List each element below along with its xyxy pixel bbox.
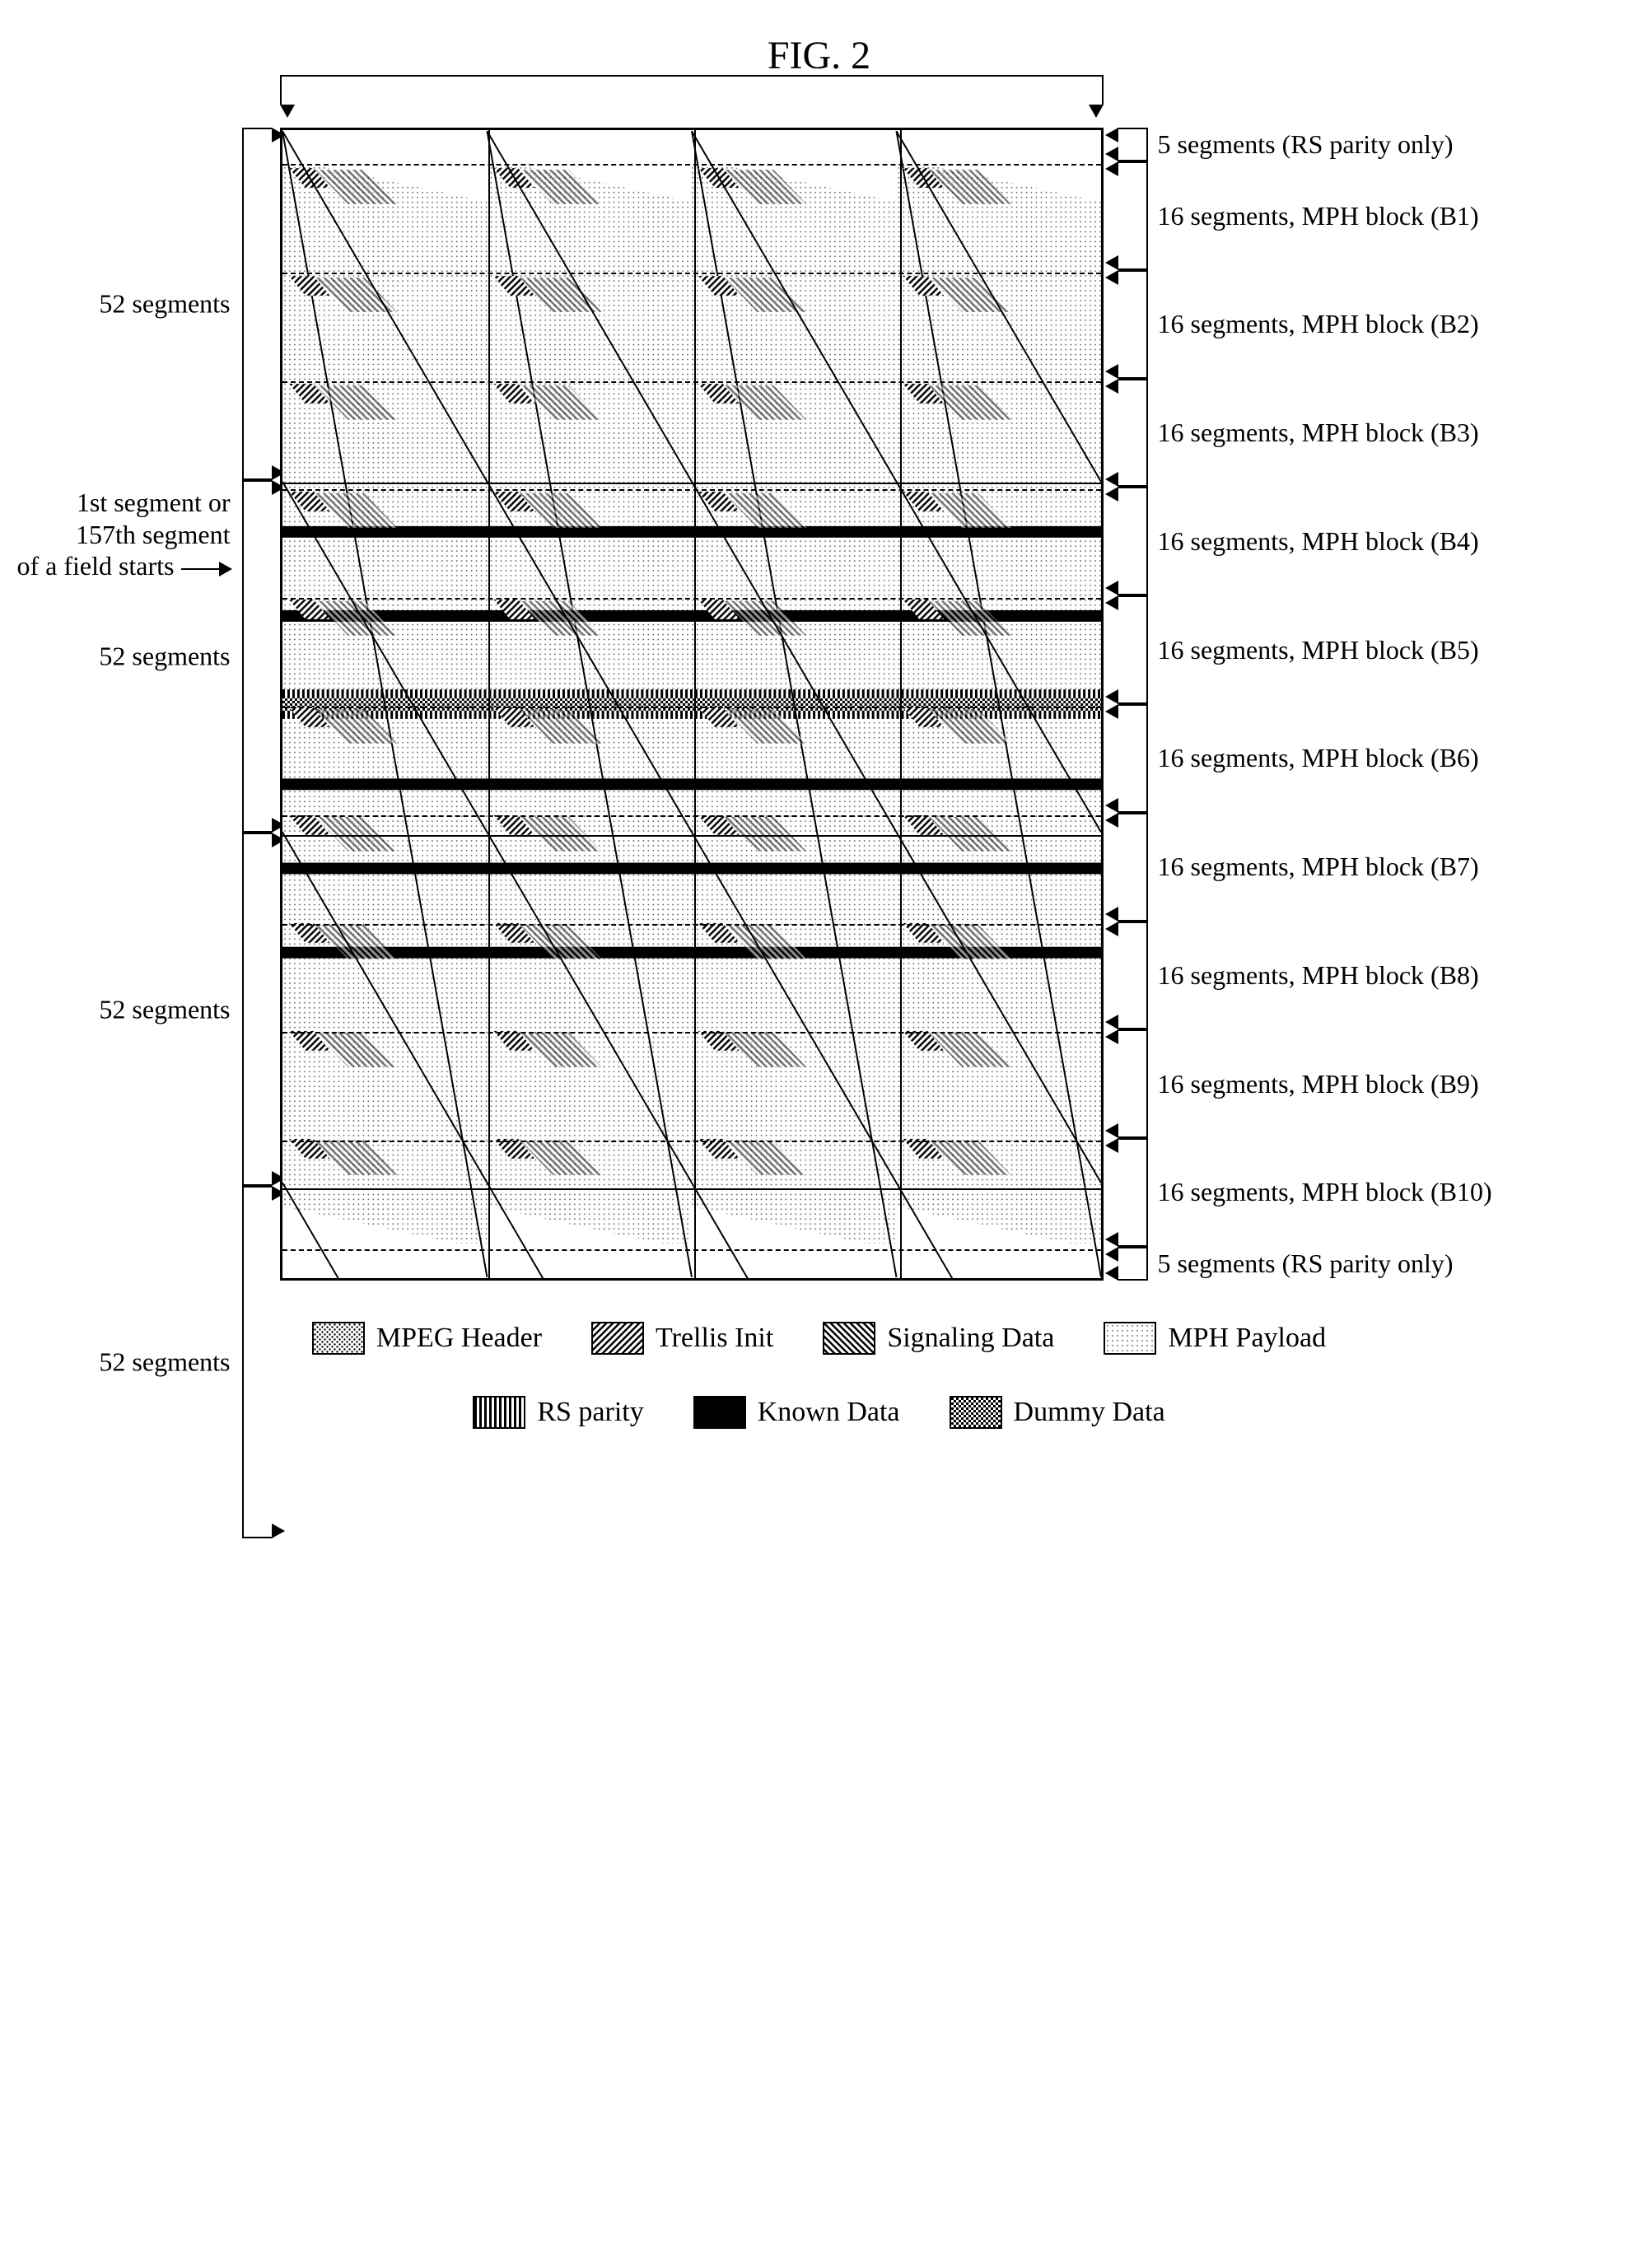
right-labels-column: 5 segments (RS parity only) 16 segments, … bbox=[1112, 128, 1622, 1281]
right-block-B8: 16 segments, MPH block (B8) bbox=[1112, 922, 1622, 1030]
legend-rs-parity: RS parity bbox=[473, 1396, 643, 1429]
right-block-B9-label: 16 segments, MPH block (B9) bbox=[1158, 1069, 1479, 1099]
right-block-B6: 16 segments, MPH block (B6) bbox=[1112, 704, 1622, 813]
right-rs-top: 5 segments (RS parity only) bbox=[1112, 128, 1622, 161]
diagram-wrap bbox=[280, 128, 1104, 1281]
swatch-trellis-init bbox=[591, 1322, 644, 1355]
swatch-signaling bbox=[823, 1322, 875, 1355]
legend-label-known: Known Data bbox=[758, 1397, 900, 1428]
legend-known-data: Known Data bbox=[693, 1396, 900, 1429]
swatch-rs-parity bbox=[473, 1396, 525, 1429]
diagram-svg bbox=[282, 130, 1101, 1278]
legend-signaling: Signaling Data bbox=[823, 1322, 1054, 1355]
right-block-B2: 16 segments, MPH block (B2) bbox=[1112, 270, 1622, 379]
top-brace bbox=[280, 75, 1104, 105]
right-block-B8-label: 16 segments, MPH block (B8) bbox=[1158, 960, 1479, 991]
right-block-B5: 16 segments, MPH block (B5) bbox=[1112, 595, 1622, 704]
right-block-B10: 16 segments, MPH block (B10) bbox=[1112, 1138, 1622, 1247]
figure-title: FIG. 2 bbox=[768, 33, 870, 78]
right-block-B9: 16 segments, MPH block (B9) bbox=[1112, 1029, 1622, 1138]
swatch-mpeg-header bbox=[312, 1322, 365, 1355]
legend-label-mpeg: MPEG Header bbox=[376, 1323, 542, 1354]
swatch-known-data bbox=[693, 1396, 746, 1429]
legend-mpeg-header: MPEG Header bbox=[312, 1322, 542, 1355]
right-block-B2-label: 16 segments, MPH block (B2) bbox=[1158, 309, 1479, 339]
left-group-label: 52 segments bbox=[99, 642, 230, 672]
right-block-B3-label: 16 segments, MPH block (B3) bbox=[1158, 418, 1479, 448]
legend-label-payload: MPH Payload bbox=[1168, 1323, 1326, 1354]
right-block-B3: 16 segments, MPH block (B3) bbox=[1112, 379, 1622, 488]
legend-dummy-data: Dummy Data bbox=[950, 1396, 1165, 1429]
right-block-B5-label: 16 segments, MPH block (B5) bbox=[1158, 635, 1479, 665]
legend: MPEG Header Trellis Init Signaling Data … bbox=[243, 1322, 1396, 1429]
left-group-label: 52 segments bbox=[99, 994, 230, 1024]
right-block-B7-label: 16 segments, MPH block (B7) bbox=[1158, 852, 1479, 882]
figure-container: 52 segments52 segments52 segments52 segm… bbox=[16, 128, 1622, 1281]
right-rs-bottom-label: 5 segments (RS parity only) bbox=[1158, 1248, 1454, 1279]
left-group-label: 52 segments bbox=[99, 289, 230, 320]
left-group-1: 52 segments bbox=[16, 128, 280, 480]
vsb-frame-diagram bbox=[280, 128, 1104, 1281]
right-block-B4-label: 16 segments, MPH block (B4) bbox=[1158, 526, 1479, 557]
legend-label-trellis: Trellis Init bbox=[656, 1323, 773, 1354]
left-group-3: 52 segments bbox=[16, 833, 280, 1185]
right-block-B4: 16 segments, MPH block (B4) bbox=[1112, 487, 1622, 595]
left-group-4: 52 segments bbox=[16, 1186, 280, 1538]
field-start-annotation: 1st segment or157th segmentof a field st… bbox=[16, 487, 231, 581]
right-rs-top-label: 5 segments (RS parity only) bbox=[1158, 129, 1454, 160]
right-rs-bottom: 5 segments (RS parity only) bbox=[1112, 1247, 1622, 1281]
legend-mph-payload: MPH Payload bbox=[1104, 1322, 1326, 1355]
legend-trellis-init: Trellis Init bbox=[591, 1322, 773, 1355]
left-labels-column: 52 segments52 segments52 segments52 segm… bbox=[16, 128, 280, 1281]
right-block-B10-label: 16 segments, MPH block (B10) bbox=[1158, 1177, 1492, 1207]
swatch-dummy-data bbox=[950, 1396, 1002, 1429]
legend-label-rs: RS parity bbox=[537, 1397, 643, 1428]
legend-label-dummy: Dummy Data bbox=[1014, 1397, 1165, 1428]
right-block-B1-label: 16 segments, MPH block (B1) bbox=[1158, 201, 1479, 231]
swatch-mph-payload bbox=[1104, 1322, 1156, 1355]
left-group-label: 52 segments bbox=[99, 1346, 230, 1377]
legend-label-signaling: Signaling Data bbox=[887, 1323, 1054, 1354]
right-block-B1: 16 segments, MPH block (B1) bbox=[1112, 161, 1622, 270]
right-block-B6-label: 16 segments, MPH block (B6) bbox=[1158, 743, 1479, 773]
right-block-B7: 16 segments, MPH block (B7) bbox=[1112, 813, 1622, 922]
